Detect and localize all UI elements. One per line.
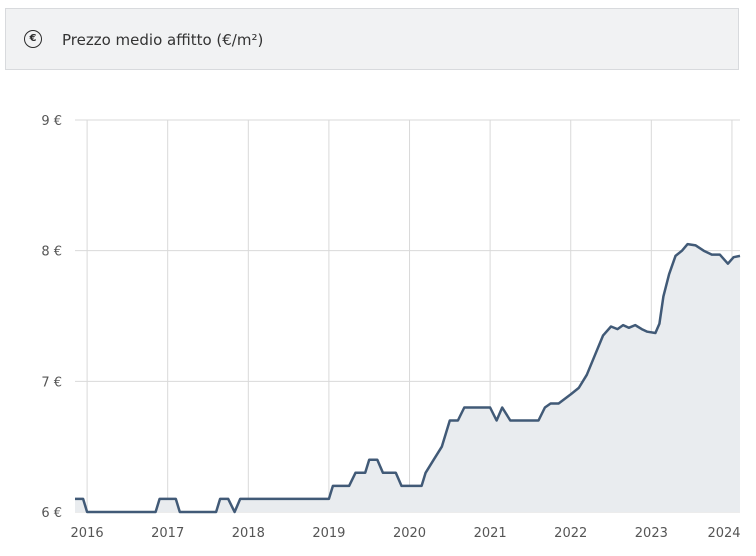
y-tick-label: 9 € — [41, 114, 62, 129]
x-tick-label: 2017 — [151, 526, 184, 541]
y-tick-label: 7 € — [41, 375, 62, 390]
y-tick-label: 8 € — [41, 245, 62, 260]
x-tick-label: 2016 — [71, 526, 104, 541]
x-tick-label: 2022 — [554, 526, 587, 541]
price-area — [75, 244, 740, 512]
x-tick-label: 2024 — [707, 526, 740, 541]
chart-title: Prezzo medio affitto (€/m²) — [62, 31, 264, 49]
chart-header: € Prezzo medio affitto (€/m²) — [5, 8, 739, 70]
x-tick-label: 2019 — [312, 526, 345, 541]
x-tick-label: 2020 — [393, 526, 426, 541]
price-line — [75, 242, 741, 514]
euro-icon: € — [24, 30, 42, 48]
x-tick-label: 2023 — [635, 526, 668, 541]
y-tick-label: 6 € — [41, 506, 62, 521]
x-tick-label: 2021 — [474, 526, 507, 541]
x-tick-label: 2018 — [232, 526, 265, 541]
